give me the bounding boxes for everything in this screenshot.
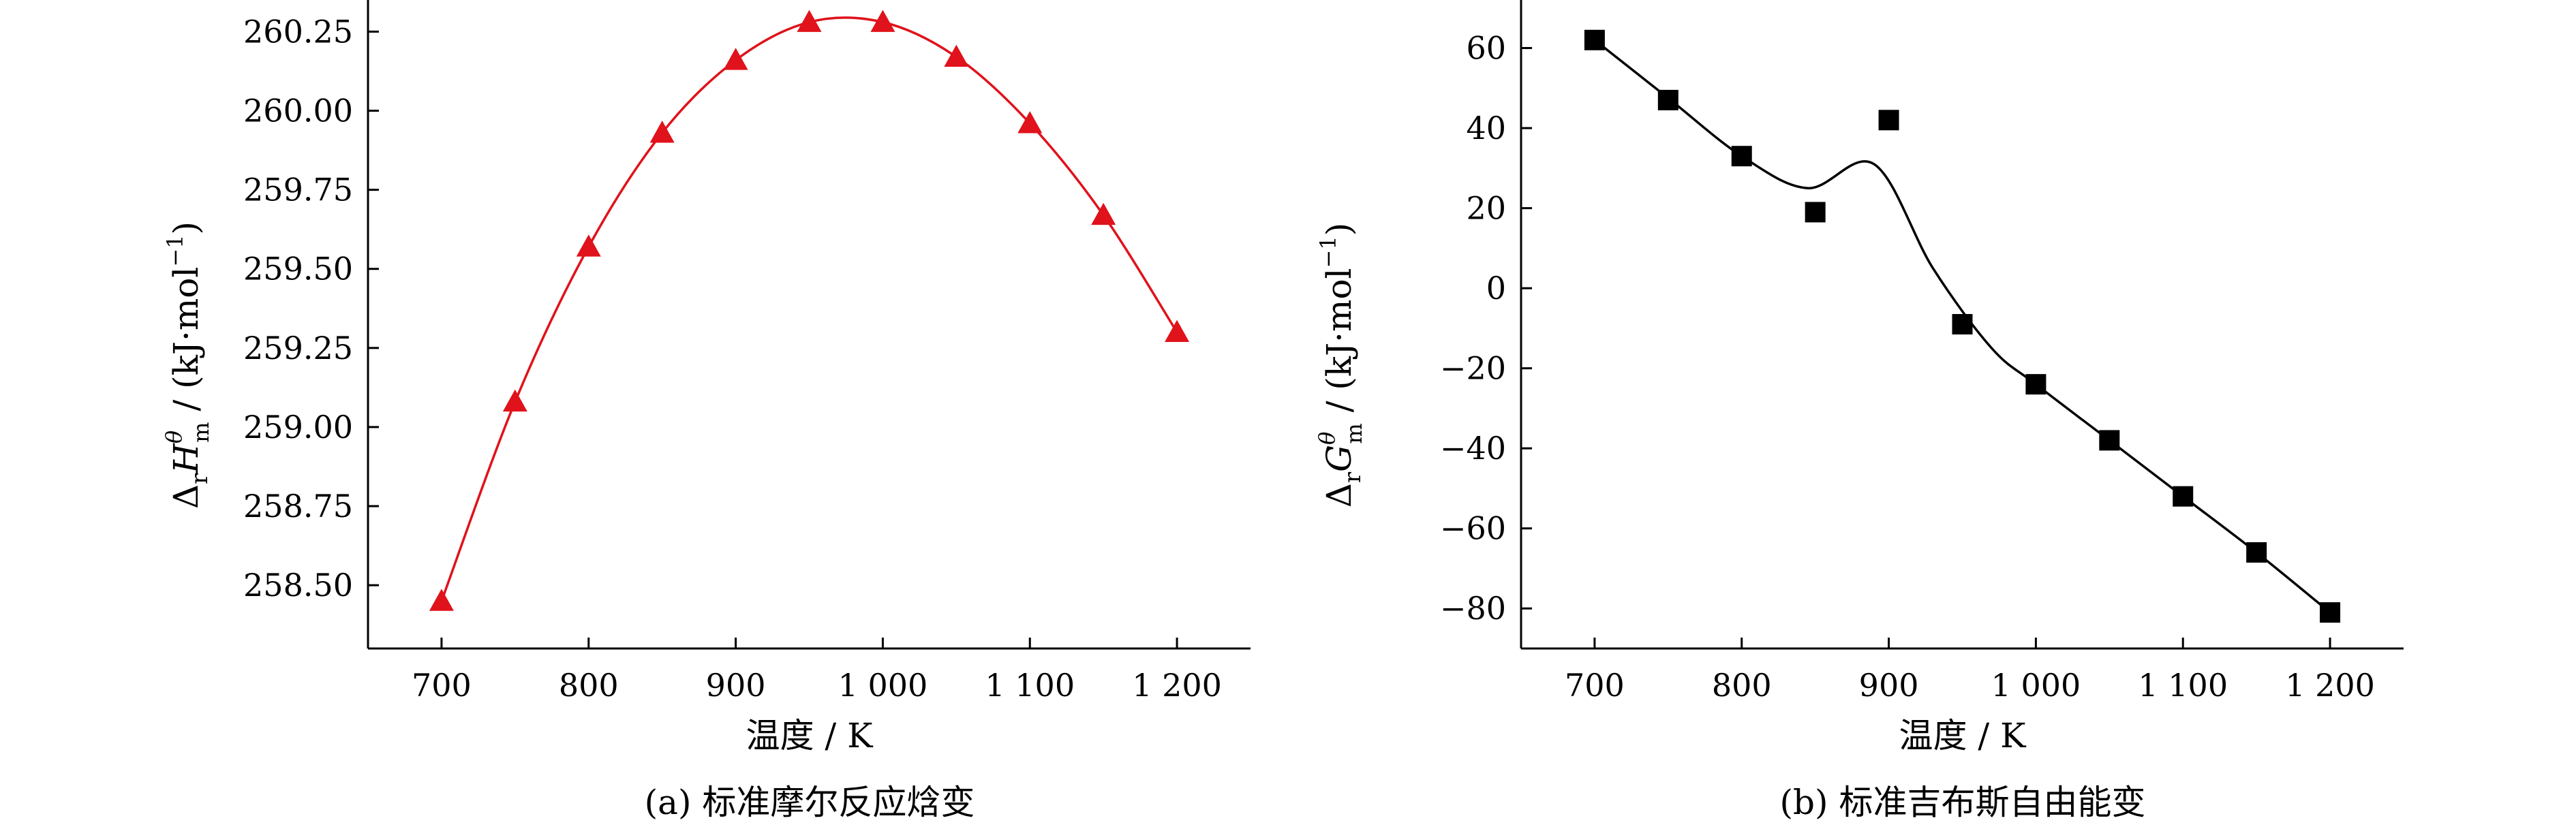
x-tick-label: 1 200: [1132, 667, 1222, 704]
data-point-square: [2099, 430, 2120, 451]
data-point-square: [1878, 110, 1899, 131]
x-tick-label: 700: [412, 667, 472, 704]
data-point-triangle: [870, 10, 895, 32]
data-point-triangle: [723, 48, 748, 70]
y-tick-label: −40: [1440, 430, 1506, 467]
y-tick-label: 60: [1466, 30, 1506, 67]
x-tick-label: 1 000: [1991, 667, 2081, 704]
axes: 700 800 900 1 000 1 100 1 200 60 40 20 0 −20 −40 −60…: [1440, 0, 2404, 704]
data-point-square: [2025, 374, 2046, 395]
data-point-triangle: [1165, 319, 1190, 343]
x-axis-title: 温度 / K: [746, 716, 874, 755]
x-tick-label: 900: [1859, 667, 1919, 704]
panel-caption: (a) 标准摩尔反应焓变: [645, 783, 975, 822]
data-point-square: [2246, 542, 2267, 563]
chart-panel-b: 700 800 900 1 000 1 100 1 200 60 40 20 0 −20 −40 −60…: [1314, 0, 2404, 822]
data-point-triangle: [797, 10, 822, 32]
y-tick-label: 258.75: [243, 488, 353, 525]
y-tick-label: 258.50: [243, 567, 353, 604]
x-tick-label: 1 000: [838, 667, 928, 704]
series-line: [440, 16, 1178, 601]
data-point-square: [1805, 202, 1826, 223]
chart-panel-a: 700 800 900 1 000 1 100 1 200 258.50 258.75 259.…: [161, 0, 1251, 822]
x-axis-title: 温度 / K: [1899, 716, 2027, 755]
x-tick-label: 800: [1712, 667, 1772, 704]
y-tick-label: 259.50: [243, 251, 353, 287]
y-tick-label: −60: [1440, 510, 1506, 547]
y-axis-title: ΔrGθm / (kJ·mol−1): [1314, 223, 1367, 508]
x-tick-label: 800: [559, 667, 619, 704]
x-tick-label: 1 200: [2285, 667, 2375, 704]
y-tick-label: 260.00: [243, 93, 353, 129]
x-tick-label: 700: [1565, 667, 1625, 704]
y-tick-label: 0: [1486, 270, 1506, 307]
data-point-square: [1731, 146, 1752, 167]
x-tick-label: 1 100: [2138, 667, 2228, 704]
y-axis-title: ΔrHθm / (kJ·mol−1): [161, 221, 214, 509]
y-tick-label: 260.25: [243, 13, 353, 50]
data-points: [429, 10, 1190, 611]
data-point-triangle: [429, 589, 454, 611]
data-point-square: [2173, 486, 2194, 507]
data-point-triangle: [1017, 111, 1043, 134]
y-tick-label: 259.25: [243, 330, 353, 366]
data-point-square: [1952, 314, 1973, 334]
y-tick-label: 20: [1466, 190, 1506, 227]
data-point-triangle: [576, 234, 601, 257]
x-tick-label: 1 100: [985, 667, 1075, 704]
y-tick-label: 259.75: [243, 172, 353, 208]
data-point-triangle: [944, 44, 969, 67]
data-point-square: [1657, 89, 1678, 110]
y-tick-label: 40: [1466, 110, 1506, 146]
panel-caption: (b) 标准吉布斯自由能变: [1780, 783, 2146, 822]
axes: 700 800 900 1 000 1 100 1 200 258.50 258.75 259.…: [243, 0, 1251, 704]
data-point-triangle: [502, 389, 527, 412]
data-point-triangle: [1091, 202, 1116, 225]
data-points: [1584, 29, 2341, 623]
data-point-square: [1584, 29, 1605, 50]
y-tick-label: −80: [1440, 590, 1506, 627]
data-point-triangle: [649, 121, 675, 143]
x-tick-label: 900: [706, 667, 766, 704]
y-tick-label: −20: [1440, 350, 1506, 387]
y-tick-label: 259.00: [243, 409, 353, 445]
data-point-square: [2320, 602, 2341, 623]
